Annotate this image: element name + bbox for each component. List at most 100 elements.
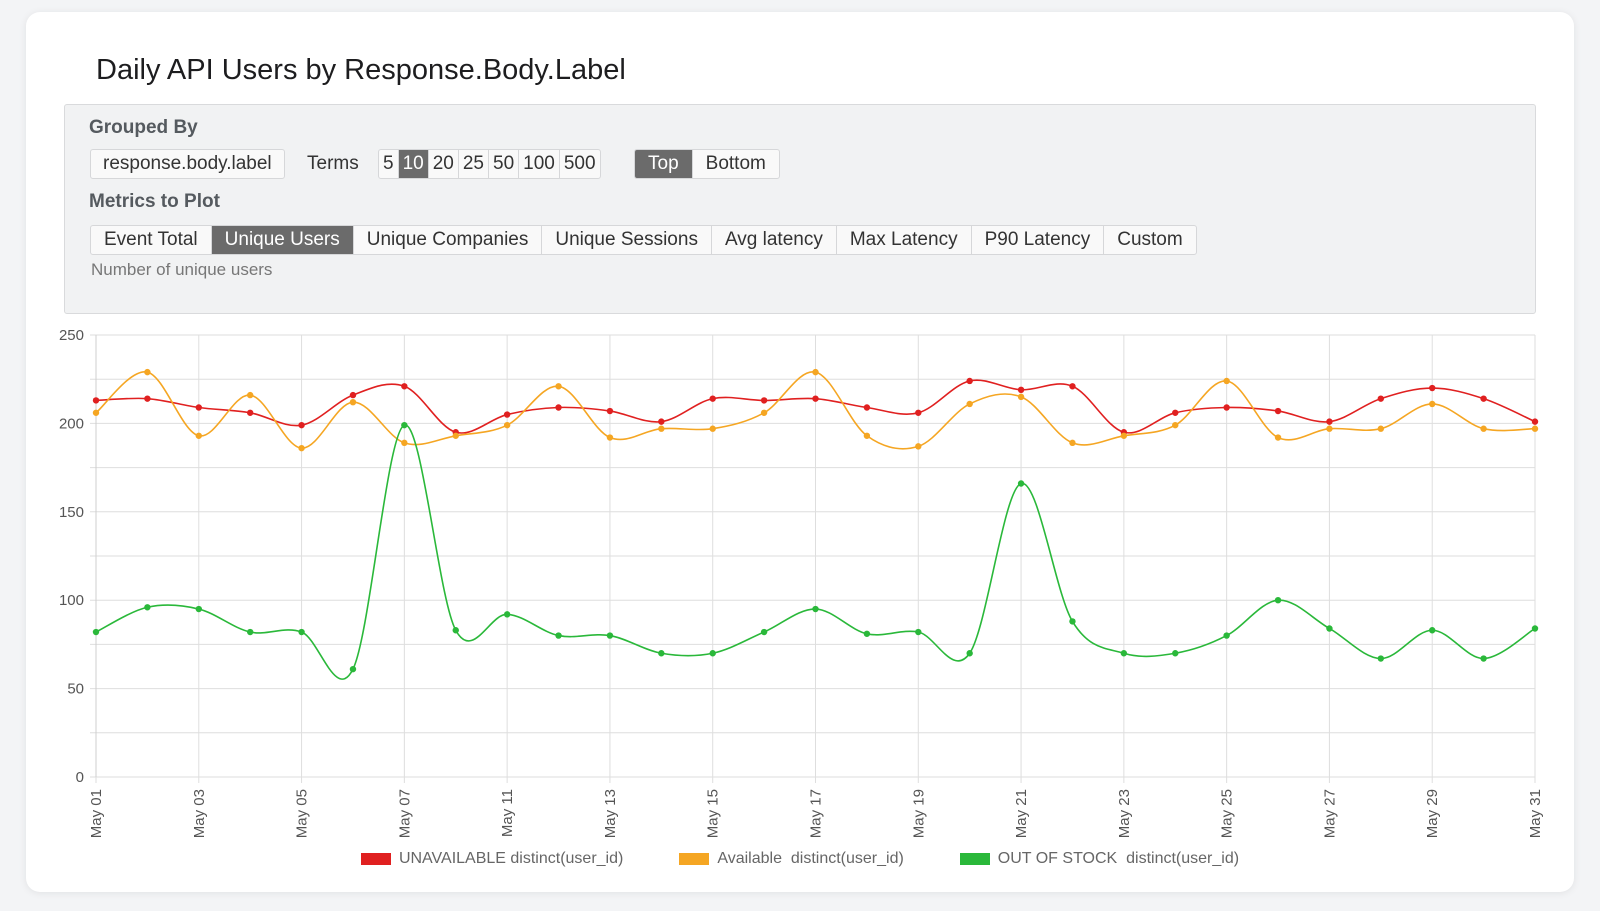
x-tick-label: May 31 xyxy=(1527,789,1544,838)
metric-option-unique-companies[interactable]: Unique Companies xyxy=(354,226,543,254)
data-point-1 xyxy=(349,398,357,406)
y-tick-label: 200 xyxy=(59,415,84,432)
metrics-label: Metrics to Plot xyxy=(89,191,220,212)
data-point-1 xyxy=(1531,425,1539,432)
data-point-1 xyxy=(144,368,151,376)
terms-option-50[interactable]: 50 xyxy=(489,150,520,178)
data-point-1 xyxy=(863,432,871,439)
x-tick-label: May 25 xyxy=(1219,789,1236,838)
metric-option-event-total[interactable]: Event Total xyxy=(91,226,212,254)
x-tick-label: May 07 xyxy=(396,789,413,838)
data-point-2 xyxy=(1531,625,1539,632)
x-tick-label: May 11 xyxy=(499,789,516,837)
data-point-0 xyxy=(1480,395,1487,402)
data-point-1 xyxy=(1069,439,1076,447)
group-field-select[interactable]: response.body.label xyxy=(90,149,285,179)
data-point-0 xyxy=(503,411,511,418)
terms-option-20[interactable]: 20 xyxy=(429,150,459,178)
data-point-0 xyxy=(1172,409,1179,416)
x-tick-label: May 27 xyxy=(1321,789,1338,838)
legend-item[interactable]: UNAVAILABLE distinct(user_id) xyxy=(360,850,624,868)
data-point-2 xyxy=(1377,655,1385,662)
data-point-2 xyxy=(452,627,459,634)
data-point-1 xyxy=(503,421,511,429)
metric-option-p90-latency[interactable]: P90 Latency xyxy=(972,226,1105,254)
legend-label: OUT OF STOCK distinct(user_id) xyxy=(997,850,1240,867)
x-tick-label: May 15 xyxy=(705,789,722,838)
data-point-1 xyxy=(966,400,973,408)
data-point-1 xyxy=(1017,393,1025,401)
data-point-0 xyxy=(1326,418,1333,425)
data-point-1 xyxy=(401,439,408,447)
data-point-2 xyxy=(144,604,151,611)
data-point-2 xyxy=(555,632,562,639)
data-point-0 xyxy=(606,407,614,415)
data-point-2 xyxy=(1326,625,1333,632)
x-tick-label: May 01 xyxy=(88,789,105,838)
order-selector: Top Bottom xyxy=(634,149,780,179)
metric-option-avg-latency[interactable]: Avg latency xyxy=(712,226,837,254)
terms-option-100[interactable]: 100 xyxy=(519,150,560,178)
metric-option-max-latency[interactable]: Max Latency xyxy=(837,226,972,254)
data-point-2 xyxy=(401,421,408,429)
data-point-0 xyxy=(1531,418,1539,425)
metric-option-unique-sessions[interactable]: Unique Sessions xyxy=(542,226,712,254)
data-point-0 xyxy=(195,404,202,411)
order-option-bottom[interactable]: Bottom xyxy=(705,153,766,174)
data-point-1 xyxy=(92,409,100,416)
data-point-2 xyxy=(503,611,511,618)
page-title: Daily API Users by Response.Body.Label xyxy=(96,54,626,86)
data-point-2 xyxy=(246,628,254,636)
data-point-1 xyxy=(812,368,819,376)
data-point-0 xyxy=(915,409,922,416)
y-tick-label: 100 xyxy=(59,592,84,609)
legend-item[interactable]: OUT OF STOCK distinct(user_id) xyxy=(959,850,1240,868)
metric-option-custom[interactable]: Custom xyxy=(1117,229,1183,250)
terms-option-25[interactable]: 25 xyxy=(459,150,489,178)
data-point-1 xyxy=(1326,425,1333,432)
data-point-1 xyxy=(1274,434,1282,441)
data-point-2 xyxy=(915,628,922,636)
terms-option-5[interactable]: 5 xyxy=(379,150,399,178)
x-tick-label: May 05 xyxy=(294,789,311,838)
terms-option-500[interactable]: 500 xyxy=(563,153,596,174)
terms-option-10[interactable]: 10 xyxy=(398,150,429,178)
y-tick-label: 150 xyxy=(59,504,84,521)
legend-label: UNAVAILABLE distinct(user_id) xyxy=(398,850,624,867)
y-tick-label: 0 xyxy=(76,769,84,786)
data-point-0 xyxy=(1069,383,1076,390)
data-point-2 xyxy=(606,632,614,639)
data-point-1 xyxy=(915,443,922,450)
data-point-1 xyxy=(1172,421,1179,429)
data-point-0 xyxy=(1017,386,1025,394)
data-point-0 xyxy=(92,397,100,404)
data-point-1 xyxy=(606,434,614,441)
data-point-1 xyxy=(452,432,459,439)
data-point-0 xyxy=(709,395,716,402)
data-point-2 xyxy=(349,665,357,673)
data-point-0 xyxy=(555,404,562,411)
data-point-2 xyxy=(658,650,665,657)
data-point-1 xyxy=(298,444,305,452)
data-point-2 xyxy=(709,650,716,657)
data-point-1 xyxy=(246,391,254,399)
data-point-0 xyxy=(349,391,357,399)
data-point-1 xyxy=(1429,400,1436,408)
data-point-0 xyxy=(144,395,151,402)
order-option-top[interactable]: Top xyxy=(635,150,693,178)
legend-item[interactable]: Available distinct(user_id) xyxy=(679,850,904,868)
data-point-0 xyxy=(1429,384,1436,392)
x-tick-label: May 13 xyxy=(602,789,619,838)
x-tick-label: May 17 xyxy=(808,789,825,838)
metric-option-unique-users[interactable]: Unique Users xyxy=(211,226,354,254)
data-point-0 xyxy=(863,404,871,411)
data-point-1 xyxy=(760,409,768,416)
data-point-2 xyxy=(863,630,871,637)
metrics-selector: Event Total Unique Users Unique Companies U… xyxy=(90,225,1197,255)
data-point-1 xyxy=(1120,432,1128,439)
data-point-0 xyxy=(246,409,254,416)
controls-panel: Grouped By response.body.label Terms 5 10… xyxy=(64,104,1536,314)
data-point-2 xyxy=(298,628,305,636)
data-point-0 xyxy=(966,377,973,385)
